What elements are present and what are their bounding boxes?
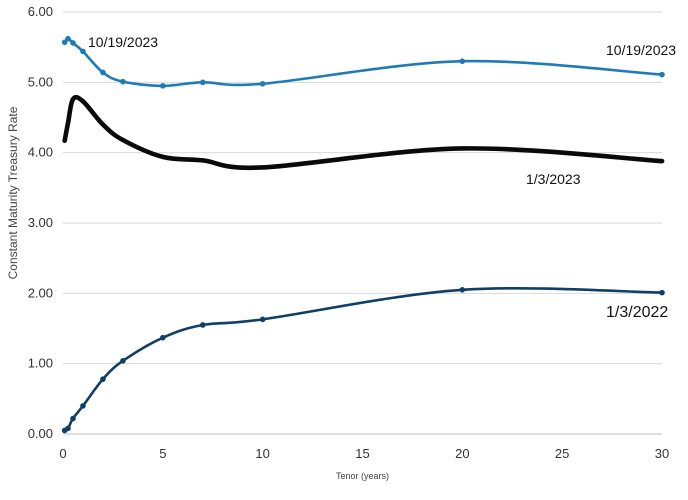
data-point — [199, 322, 206, 328]
data-point — [459, 287, 466, 293]
data-point — [70, 415, 76, 422]
data-point — [65, 120, 71, 126]
data-point — [160, 334, 166, 341]
data-point — [120, 358, 126, 364]
y-tick-label: 0.00 — [28, 426, 53, 441]
data-point — [80, 99, 86, 104]
y-tick-label: 2.00 — [28, 285, 53, 300]
x-tick-label: 15 — [355, 446, 369, 461]
series-annotation: 10/19/2023 — [606, 42, 676, 58]
gridlines — [63, 11, 662, 365]
data-point — [160, 154, 166, 160]
data-point — [160, 83, 166, 89]
x-tick-label: 20 — [455, 446, 469, 461]
y-tick-label: 3.00 — [28, 215, 53, 230]
x-tick-label: 10 — [255, 446, 269, 461]
data-point — [120, 78, 126, 85]
series-line — [62, 94, 665, 171]
x-tick-label: 25 — [555, 446, 569, 461]
data-point — [100, 69, 106, 76]
data-point — [100, 376, 106, 382]
data-point — [659, 158, 665, 164]
data-point — [65, 35, 71, 42]
data-point — [259, 80, 266, 87]
data-point — [70, 97, 76, 102]
y-tick-label: 4.00 — [28, 145, 53, 160]
x-tick-label: 5 — [159, 446, 166, 461]
annotations: 10/19/2023 10/19/2023 1/3/2023 1/3/2022 — [88, 34, 676, 321]
data-point — [459, 58, 466, 65]
data-point — [70, 40, 76, 46]
data-point — [199, 79, 206, 86]
data-point — [80, 48, 86, 55]
data-point — [62, 138, 67, 143]
data-point — [460, 146, 465, 151]
x-tick-label: 0 — [59, 446, 66, 461]
y-tick-label: 6.00 — [28, 4, 53, 19]
data-point — [61, 39, 68, 46]
series-annotation: 10/19/2023 — [88, 34, 158, 50]
data-point — [659, 71, 665, 78]
data-point — [100, 122, 106, 127]
series-lines — [61, 35, 665, 434]
series-annotation: 1/3/2022 — [606, 304, 668, 321]
y-tick-label: 5.00 — [28, 74, 53, 89]
x-axis-title: Tenor (years) — [336, 471, 389, 481]
data-point — [80, 403, 86, 409]
data-point — [659, 289, 665, 296]
data-point — [65, 425, 71, 432]
x-tick-label: 30 — [655, 446, 669, 461]
data-point — [120, 137, 126, 143]
y-tick-label: 1.00 — [28, 356, 53, 371]
series-line — [63, 287, 664, 432]
data-point — [260, 165, 265, 170]
data-point — [200, 158, 205, 163]
y-axis-title: Constant Maturity Treasury Rate — [6, 106, 20, 279]
series-annotation: 1/3/2023 — [526, 171, 581, 187]
axes: 0.00 1.00 2.00 3.00 4.00 5.00 6.00 0 5 10 15 20 25 30… — [6, 4, 669, 481]
data-point — [259, 316, 266, 323]
